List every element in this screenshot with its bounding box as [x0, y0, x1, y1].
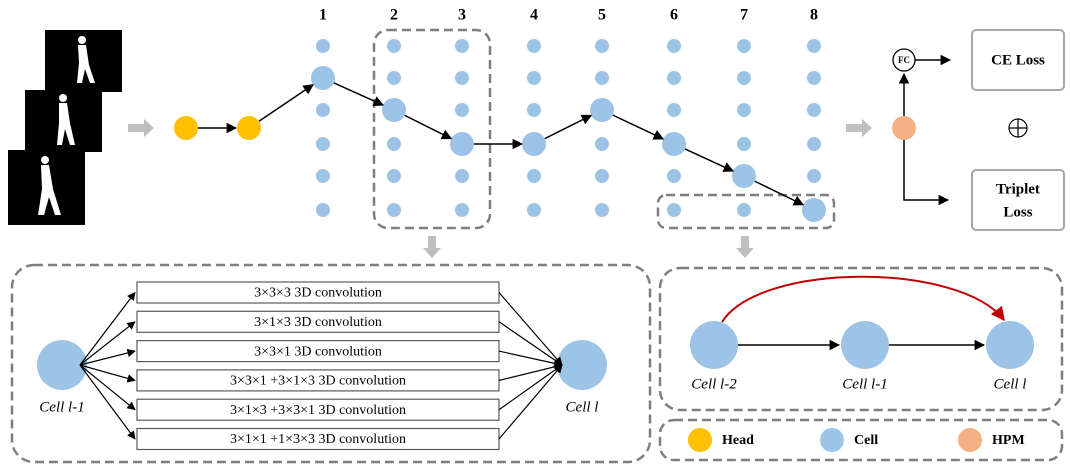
conv-label: 3×1×1 +1×3×3 3D convolution: [230, 432, 406, 447]
cell-node: [527, 103, 541, 117]
column-label: 5: [598, 7, 606, 24]
cell-node: [455, 39, 469, 53]
conv-label: 3×3×1 3D convolution: [254, 344, 382, 359]
cell-node: [667, 169, 681, 183]
cell-node: [662, 132, 686, 156]
cell-node: [807, 137, 821, 151]
cell-node: [382, 98, 406, 122]
path-edge: [755, 181, 803, 205]
op-edge: [80, 365, 135, 380]
legend-label: HPM: [992, 433, 1025, 448]
path-edge: [613, 115, 663, 139]
cell-node: [802, 198, 826, 222]
triplet-loss-box: [972, 170, 1064, 230]
cell-node: [387, 169, 401, 183]
cell-node: [807, 39, 821, 53]
cell-node: [316, 137, 330, 151]
cell-node: [807, 71, 821, 85]
cell-node: [595, 169, 609, 183]
triplet-loss-label: Loss: [1003, 204, 1032, 220]
legend: Head Cell HPM: [688, 428, 1025, 452]
cell-node: [455, 103, 469, 117]
cell-node: [737, 71, 751, 85]
cell-node: [455, 169, 469, 183]
cell-node: [522, 132, 546, 156]
column-label: 8: [810, 7, 818, 24]
op-edge: [499, 365, 562, 439]
path-edge: [405, 115, 452, 138]
cell-label: Cell l-1: [842, 376, 887, 392]
cell-node: [316, 169, 330, 183]
diagram: 1 2 3 4 5 6 7 8 FC CE Loss Triplet Loss Cell l-…: [0, 0, 1070, 468]
legend-label: Cell: [854, 433, 878, 448]
column-label: 2: [390, 7, 398, 24]
cell-node: [387, 203, 401, 217]
cell-node: [527, 203, 541, 217]
column-label: 6: [670, 7, 678, 24]
cell-node: [455, 71, 469, 85]
op-edge: [80, 365, 135, 439]
path-edge: [545, 115, 592, 138]
cell-node: [316, 39, 330, 53]
cell-node: [595, 71, 609, 85]
cell-node: [737, 39, 751, 53]
op-edge: [499, 365, 562, 410]
cell-label: Cell l: [994, 376, 1027, 392]
cell-node: [450, 132, 474, 156]
conv-label: 3×3×3 3D convolution: [254, 286, 382, 301]
conv-label: 3×1×3 +3×3×1 3D convolution: [230, 403, 406, 418]
column-label: 4: [530, 7, 538, 24]
cell-node: [590, 98, 614, 122]
operations-panel: Cell l-1 Cell l 3×3×3 3D convolution 3×1×…: [37, 282, 607, 450]
conv-label: 3×3×1 +3×1×3 3D convolution: [230, 374, 406, 389]
cell-node: [667, 39, 681, 53]
cell-node: [316, 203, 330, 217]
column-label: 3: [458, 7, 466, 24]
cell-node: [807, 169, 821, 183]
ce-loss-label: CE Loss: [991, 52, 1045, 68]
cell-node: [311, 66, 335, 90]
cell-node: [387, 71, 401, 85]
cell-node: [667, 203, 681, 217]
column-label: 7: [740, 7, 748, 24]
legend-label: Head: [722, 433, 754, 448]
head-node: [237, 116, 261, 140]
cell-node: [737, 137, 751, 151]
head-node: [174, 116, 198, 140]
cell-node: [737, 203, 751, 217]
op-edge: [499, 365, 562, 380]
cell-node: [387, 39, 401, 53]
cell-label: Cell l-1: [39, 399, 84, 415]
cell-node: [595, 137, 609, 151]
cell-node: [667, 103, 681, 117]
cell-node: [732, 164, 756, 188]
path-edge: [685, 149, 733, 171]
sum-symbol: [1009, 119, 1027, 137]
cell-label: Cell l: [566, 399, 599, 415]
input-frames: [8, 30, 122, 225]
cell-node: [737, 103, 751, 117]
cell-node: [455, 203, 469, 217]
cell-label: Cell l-2: [691, 376, 737, 392]
cell-node: [527, 169, 541, 183]
cell-node: [807, 103, 821, 117]
conv-label: 3×1×3 3D convolution: [254, 315, 382, 330]
cell-node: [667, 71, 681, 85]
path-edge: [334, 83, 383, 105]
path-edge: [259, 85, 313, 122]
triplet-loss-label: Triplet: [996, 181, 1040, 197]
hpm-node: [892, 116, 916, 140]
search-grid: 1 2 3 4 5 6 7 8: [259, 7, 826, 222]
cell-node: [595, 203, 609, 217]
fc-label: FC: [898, 55, 910, 65]
flow-arrows: [128, 119, 872, 258]
column-label: 1: [319, 7, 327, 24]
cell-node: [527, 71, 541, 85]
cell-node: [595, 39, 609, 53]
cell-node: [316, 103, 330, 117]
cell-node: [387, 137, 401, 151]
cell-panel: Cell l-2 Cell l-1 Cell l: [690, 277, 1034, 393]
cell-node: [527, 39, 541, 53]
